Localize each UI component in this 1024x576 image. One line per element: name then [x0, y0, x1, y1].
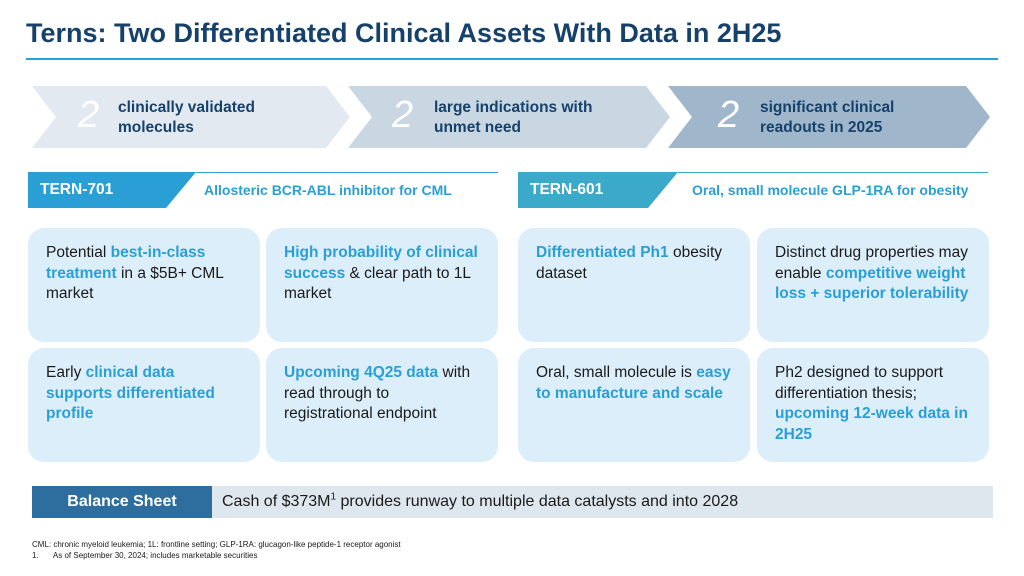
footnote-marker: 1 — [330, 491, 337, 503]
asset-tag-tern-701: TERN-701 — [28, 172, 196, 208]
chevron-number: 2 — [718, 94, 740, 136]
chevron-label-line2: molecules — [118, 119, 194, 136]
card-text: Ph2 designed to support differentiation … — [775, 364, 944, 402]
chevron-label-line1: large indications with — [434, 99, 593, 116]
card-text: Distinct drug properties may enable — [775, 244, 968, 282]
card-highlight-text: Upcoming 4Q25 data — [284, 364, 439, 381]
chevron-label-line1: clinically validated — [118, 99, 255, 116]
chevron-label: large indications with unmet need — [434, 98, 592, 138]
footnote-1: 1. As of September 30, 2024; includes ma… — [32, 551, 257, 560]
card-drug-properties: Distinct drug properties may enable comp… — [757, 228, 989, 342]
card-best-in-class: Potential best-in-class treatment in a $… — [28, 228, 260, 342]
card-upcoming-data: Upcoming 4Q25 data with read through to … — [266, 348, 498, 462]
card-text: Potential — [46, 244, 111, 261]
chevron-readouts: 2 significant clinical readouts in 2025 — [668, 86, 990, 148]
card-highlight-text: competitive weight loss + superior toler… — [775, 264, 969, 303]
footnote-number: 1. — [32, 551, 39, 560]
card-highlight-text: Differentiated Ph1 — [536, 244, 669, 261]
page-title: Terns: Two Differentiated Clinical Asset… — [26, 18, 782, 48]
card-manufacture: Oral, small molecule is easy to manufact… — [518, 348, 750, 462]
asset-tag-tern-601: TERN-601 — [518, 172, 678, 208]
card-ph2-design: Ph2 designed to support differentiation … — [757, 348, 989, 462]
card-clinical-success: High probability of clinical success & c… — [266, 228, 498, 342]
card-clinical-data: Early clinical data supports differentia… — [28, 348, 260, 462]
balance-text-end: provides runway to multiple data catalys… — [336, 493, 739, 510]
card-highlight-text: best-in-class treatment — [46, 244, 206, 282]
asset-header-line — [196, 172, 498, 173]
chevron-number: 2 — [392, 94, 414, 136]
chevron-molecules: 2 clinically validated molecules — [32, 86, 350, 148]
card-highlight-text: High probability of clinical success — [284, 244, 478, 282]
card-highlight-text: clinical data supports differentiated pr… — [46, 364, 215, 422]
chevron-indications: 2 large indications with unmet need — [348, 86, 670, 148]
chevron-label-line1: significant clinical — [760, 99, 895, 116]
balance-text-start: Cash of $373M — [222, 493, 331, 510]
card-text: with read through to registrational endp… — [284, 364, 471, 422]
chevron-number: 2 — [78, 94, 100, 136]
asset-description: Allosteric BCR-ABL inhibitor for CML — [204, 182, 452, 198]
footnote-text: As of September 30, 2024; includes marke… — [52, 551, 258, 560]
card-text: in a $5B+ CML market — [46, 264, 224, 303]
card-text: Oral, small molecule is — [536, 364, 697, 381]
title-divider — [26, 58, 998, 60]
card-text: obesity dataset — [536, 244, 723, 282]
card-highlight-text: easy to manufacture and scale — [536, 364, 731, 402]
card-highlight-text: upcoming 12-week data in 2H25 — [775, 405, 968, 443]
chevron-label: clinically validated molecules — [118, 98, 255, 138]
card-ph1-dataset: Differentiated Ph1 obesity dataset — [518, 228, 750, 342]
card-text: Early — [46, 364, 86, 381]
balance-sheet-text: Cash of $373M1 provides runway to multip… — [212, 486, 993, 518]
asset-description: Oral, small molecule GLP-1RA for obesity — [692, 182, 969, 198]
balance-sheet-label: Balance Sheet — [32, 486, 212, 518]
chevron-label-line2: readouts in 2025 — [760, 119, 883, 136]
chevron-label: significant clinical readouts in 2025 — [760, 98, 894, 138]
asset-header-line — [678, 172, 988, 173]
card-text: & clear path to 1L market — [284, 264, 471, 303]
chevron-label-line2: unmet need — [434, 119, 521, 136]
footnote-abbreviations: CML: chronic myeloid leukemia; 1L: front… — [32, 540, 401, 549]
